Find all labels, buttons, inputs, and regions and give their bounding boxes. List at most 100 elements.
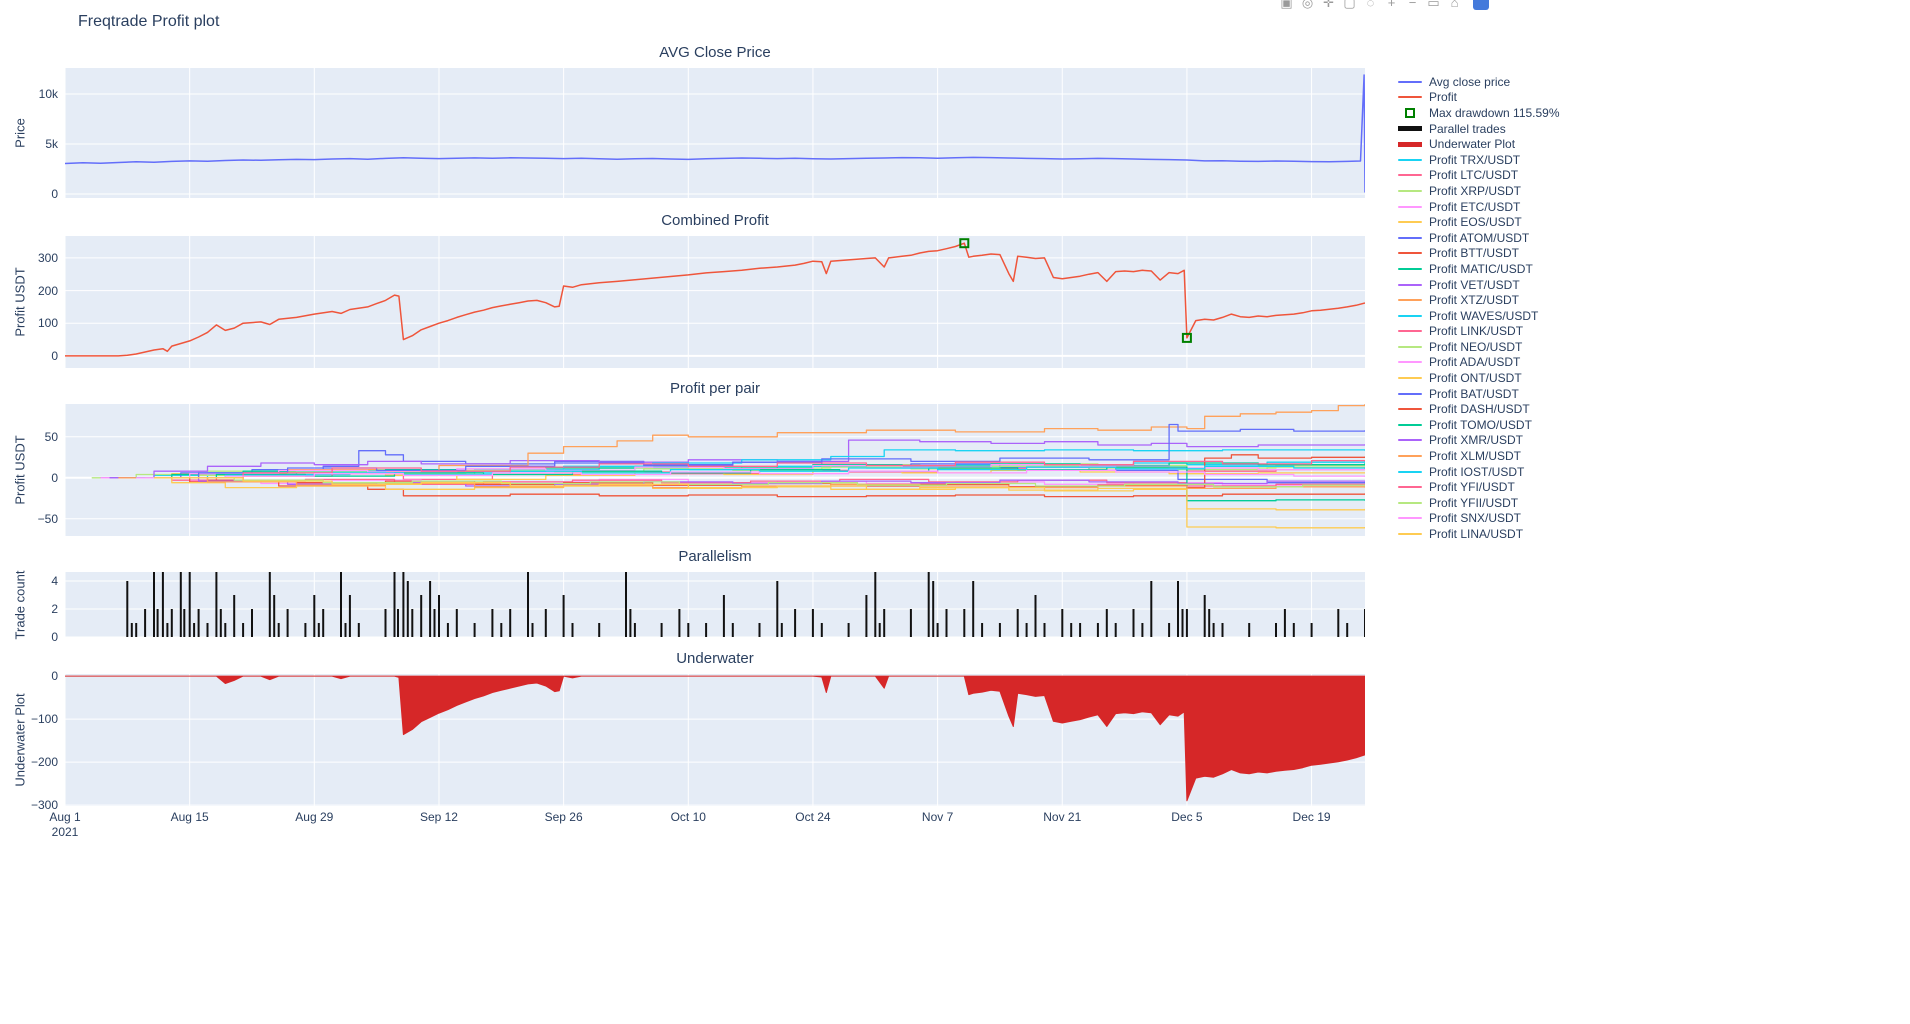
legend-item-profit-btt-usdt[interactable]: Profit BTT/USDT bbox=[1398, 246, 1560, 262]
legend-item-profit-atom-usdt[interactable]: Profit ATOM/USDT bbox=[1398, 230, 1560, 246]
xtick-label: Oct 24 bbox=[795, 810, 831, 824]
bar-parallel-trades bbox=[1096, 623, 1099, 637]
legend-item-profit[interactable]: Profit bbox=[1398, 90, 1560, 106]
legend-item-underwater-plot[interactable]: Underwater Plot bbox=[1398, 136, 1560, 152]
legend-item-profit-ada-usdt[interactable]: Profit ADA/USDT bbox=[1398, 355, 1560, 371]
legend-item-profit-etc-usdt[interactable]: Profit ETC/USDT bbox=[1398, 199, 1560, 215]
legend-item-profit-snx-usdt[interactable]: Profit SNX/USDT bbox=[1398, 511, 1560, 527]
lasso-select-icon[interactable]: ◌ bbox=[1366, 0, 1375, 10]
bar-parallel-trades bbox=[811, 609, 814, 637]
legend-item-profit-ont-usdt[interactable]: Profit ONT/USDT bbox=[1398, 370, 1560, 386]
bar-parallel-trades bbox=[455, 609, 458, 637]
legend-item-profit-iost-usdt[interactable]: Profit IOST/USDT bbox=[1398, 464, 1560, 480]
bar-parallel-trades bbox=[1208, 609, 1211, 637]
legend-item-max-drawdown-115-59[interactable]: Max drawdown 115.59% bbox=[1398, 105, 1560, 121]
panel-combined_profit[interactable] bbox=[65, 236, 1365, 368]
bar-parallel-trades bbox=[473, 623, 476, 637]
bar-parallel-trades bbox=[215, 572, 218, 637]
bar-parallel-trades bbox=[161, 572, 164, 637]
bar-parallel-trades bbox=[705, 623, 708, 637]
legend-item-profit-lina-usdt[interactable]: Profit LINA/USDT bbox=[1398, 526, 1560, 542]
reset-axes-icon[interactable]: ⌂ bbox=[1450, 0, 1459, 10]
legend-item-profit-ltc-usdt[interactable]: Profit LTC/USDT bbox=[1398, 168, 1560, 184]
pan-icon[interactable]: ✛ bbox=[1323, 0, 1334, 10]
legend-item-profit-xrp-usdt[interactable]: Profit XRP/USDT bbox=[1398, 183, 1560, 199]
legend-item-profit-neo-usdt[interactable]: Profit NEO/USDT bbox=[1398, 339, 1560, 355]
bar-parallel-trades bbox=[531, 623, 534, 637]
zoom-icon[interactable]: ◎ bbox=[1301, 0, 1314, 10]
bar-parallel-trades bbox=[197, 609, 200, 637]
bar-parallel-trades bbox=[878, 623, 881, 637]
area-underwater-plot bbox=[65, 675, 1365, 802]
legend-item-avg-close-price[interactable]: Avg close price bbox=[1398, 74, 1560, 90]
bar-parallel-trades bbox=[1185, 609, 1188, 637]
download-plot-icon[interactable]: ▣ bbox=[1280, 0, 1293, 10]
legend-swatch-icon bbox=[1398, 533, 1422, 536]
bar-parallel-trades bbox=[268, 572, 271, 637]
bar-parallel-trades bbox=[936, 623, 939, 637]
legend-label: Profit LINA/USDT bbox=[1429, 527, 1524, 542]
box-select-icon[interactable]: ▢ bbox=[1343, 0, 1356, 10]
bar-parallel-trades bbox=[153, 572, 155, 637]
panel-avg_close_price[interactable] bbox=[65, 68, 1365, 198]
bar-parallel-trades bbox=[348, 595, 351, 637]
bar-parallel-trades bbox=[156, 609, 159, 637]
bar-parallel-trades bbox=[1212, 623, 1215, 637]
autoscale-icon[interactable]: ▭ bbox=[1427, 0, 1440, 10]
subplot-title-parallelism: Parallelism bbox=[678, 548, 752, 565]
plot-surface-combined_profit bbox=[65, 236, 1365, 368]
legend-item-profit-xmr-usdt[interactable]: Profit XMR/USDT bbox=[1398, 433, 1560, 449]
legend-item-profit-eos-usdt[interactable]: Profit EOS/USDT bbox=[1398, 214, 1560, 230]
bar-parallel-trades bbox=[1292, 623, 1295, 637]
legend-label: Profit bbox=[1429, 90, 1458, 105]
legend-swatch-icon bbox=[1398, 80, 1422, 83]
bar-parallel-trades bbox=[678, 609, 681, 637]
xtick-label: Aug 29 bbox=[295, 810, 334, 824]
legend-item-profit-bat-usdt[interactable]: Profit BAT/USDT bbox=[1398, 386, 1560, 402]
legend-swatch-icon bbox=[1398, 221, 1422, 224]
panel-underwater[interactable] bbox=[65, 674, 1365, 806]
legend-item-parallel-trades[interactable]: Parallel trades bbox=[1398, 121, 1560, 137]
legend-item-profit-waves-usdt[interactable]: Profit WAVES/USDT bbox=[1398, 308, 1560, 324]
bar-parallel-trades bbox=[1141, 623, 1144, 637]
bar-parallel-trades bbox=[420, 595, 423, 637]
bar-parallel-trades bbox=[402, 572, 405, 637]
bar-parallel-trades bbox=[206, 623, 209, 637]
bar-parallel-trades bbox=[130, 623, 133, 637]
ytick-label: 0 bbox=[51, 630, 58, 644]
zoom-out-icon[interactable]: − bbox=[1408, 0, 1417, 10]
bar-parallel-trades bbox=[945, 609, 948, 637]
panel-parallelism[interactable] bbox=[65, 572, 1365, 637]
bar-parallel-trades bbox=[927, 572, 930, 637]
plot-surface-underwater bbox=[65, 674, 1365, 806]
legend-item-profit-yfii-usdt[interactable]: Profit YFII/USDT bbox=[1398, 495, 1560, 511]
panel-profit_per_pair[interactable] bbox=[65, 404, 1365, 536]
legend-item-profit-link-usdt[interactable]: Profit LINK/USDT bbox=[1398, 324, 1560, 340]
legend-item-profit-dash-usdt[interactable]: Profit DASH/USDT bbox=[1398, 401, 1560, 417]
legend-item-profit-yfi-usdt[interactable]: Profit YFI/USDT bbox=[1398, 479, 1560, 495]
bar-parallel-trades bbox=[219, 609, 222, 637]
bar-parallel-trades bbox=[126, 581, 129, 637]
bar-parallel-trades bbox=[251, 609, 253, 637]
bar-parallel-trades bbox=[1079, 623, 1082, 637]
plotly-logo-icon[interactable] bbox=[1473, 0, 1489, 10]
bar-parallel-trades bbox=[883, 609, 886, 637]
ytick-label: −200 bbox=[30, 755, 58, 770]
bar-parallel-trades bbox=[1061, 609, 1064, 637]
legend-label: Profit ATOM/USDT bbox=[1429, 230, 1530, 245]
legend-item-profit-trx-usdt[interactable]: Profit TRX/USDT bbox=[1398, 152, 1560, 168]
bar-parallel-trades bbox=[1070, 623, 1073, 637]
bar-parallel-trades bbox=[135, 623, 138, 637]
zoom-in-icon[interactable]: + bbox=[1387, 0, 1396, 10]
legend-item-profit-matic-usdt[interactable]: Profit MATIC/USDT bbox=[1398, 261, 1560, 277]
plotly-modebar: ▣ ◎ ✛ ▢ ◌ + − ▭ ⌂ bbox=[1276, 0, 1489, 11]
legend-item-profit-vet-usdt[interactable]: Profit VET/USDT bbox=[1398, 277, 1560, 293]
legend-item-profit-xlm-usdt[interactable]: Profit XLM/USDT bbox=[1398, 448, 1560, 464]
bar-parallel-trades bbox=[562, 595, 565, 637]
bar-parallel-trades bbox=[722, 595, 725, 637]
legend-item-profit-xtz-usdt[interactable]: Profit XTZ/USDT bbox=[1398, 292, 1560, 308]
legend-label: Profit ETC/USDT bbox=[1429, 199, 1521, 214]
bar-parallel-trades bbox=[188, 572, 191, 637]
legend-item-profit-tomo-usdt[interactable]: Profit TOMO/USDT bbox=[1398, 417, 1560, 433]
subplot-title-underwater: Underwater bbox=[676, 650, 754, 667]
